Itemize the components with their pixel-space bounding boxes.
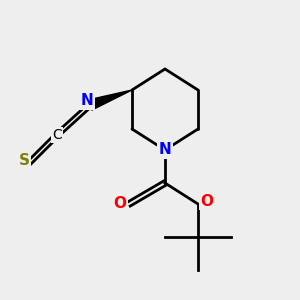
Text: N: N: [81, 93, 93, 108]
Text: S: S: [19, 153, 29, 168]
Text: C: C: [52, 128, 62, 142]
Text: O: O: [113, 196, 127, 211]
Text: N: N: [159, 142, 171, 158]
Text: O: O: [200, 194, 214, 208]
Polygon shape: [88, 90, 132, 110]
